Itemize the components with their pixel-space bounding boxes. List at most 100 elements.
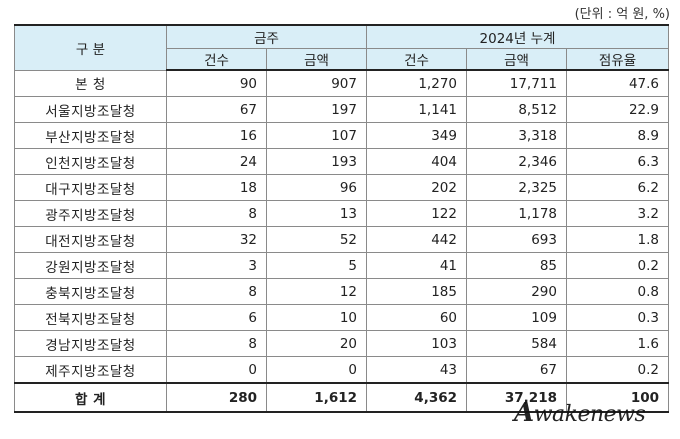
cell-share: 8.9	[566, 122, 669, 149]
cell-name: 대전지방조달청	[14, 226, 167, 253]
awakenews-watermark: Awakenews	[514, 398, 646, 428]
header-cumulative: 2024년 누계	[366, 24, 669, 49]
cell-share: 1.6	[566, 330, 669, 357]
cell-name: 제주지방조달청	[14, 356, 167, 384]
header-category: 구 분	[14, 24, 167, 71]
cell-w-count: 18	[166, 174, 267, 201]
cell-share: 0.2	[566, 356, 669, 384]
cell-share: 22.9	[566, 96, 669, 123]
header-weekly: 금주	[166, 24, 367, 49]
cell-w-amount: 20	[266, 330, 367, 357]
cell-w-amount: 907	[266, 69, 367, 97]
cell-c-count: 404	[366, 148, 467, 175]
table-row: 서울지방조달청 67 197 1,141 8,512 22.9	[14, 96, 669, 123]
cell-c-amount: 8,512	[466, 96, 567, 123]
cell-w-amount: 96	[266, 174, 367, 201]
header-weekly-count: 건수	[166, 48, 267, 71]
table-row: 인천지방조달청 24 193 404 2,346 6.3	[14, 148, 669, 175]
header-cumulative-count: 건수	[366, 48, 467, 71]
cell-share: 6.2	[566, 174, 669, 201]
table-row: 제주지방조달청 0 0 43 67 0.2	[14, 356, 669, 384]
cell-c-amount: 85	[466, 252, 567, 279]
table-row: 전북지방조달청 6 10 60 109 0.3	[14, 304, 669, 331]
cell-w-amount: 10	[266, 304, 367, 331]
cell-name: 본 청	[14, 69, 167, 97]
cell-w-count: 8	[166, 200, 267, 227]
header-share: 점유율	[566, 48, 669, 71]
cell-c-amount: 109	[466, 304, 567, 331]
header-cumulative-amount: 금액	[466, 48, 567, 71]
cell-c-count: 122	[366, 200, 467, 227]
cell-share: 6.3	[566, 148, 669, 175]
cell-share: 1.8	[566, 226, 669, 253]
cell-w-count: 8	[166, 278, 267, 305]
watermark-initial: A	[514, 398, 534, 428]
table-row: 본 청 90 907 1,270 17,711 47.6	[14, 69, 669, 97]
cell-c-amount: 67	[466, 356, 567, 384]
header-weekly-amount: 금액	[266, 48, 367, 71]
cell-share: 0.3	[566, 304, 669, 331]
cell-w-count: 280	[166, 382, 267, 413]
cell-name: 인천지방조달청	[14, 148, 167, 175]
cell-w-count: 67	[166, 96, 267, 123]
cell-c-amount: 3,318	[466, 122, 567, 149]
cell-c-count: 1,141	[366, 96, 467, 123]
cell-c-amount: 290	[466, 278, 567, 305]
cell-w-count: 3	[166, 252, 267, 279]
watermark-rest: wakenews	[533, 402, 646, 427]
cell-c-count: 202	[366, 174, 467, 201]
total-row: 합 계 280 1,612 4,362 37,218 100	[14, 382, 669, 413]
table-row: 경남지방조달청 8 20 103 584 1.6	[14, 330, 669, 357]
table-row: 강원지방조달청 3 5 41 85 0.2	[14, 252, 669, 279]
cell-share: 47.6	[566, 69, 669, 97]
cell-c-amount: 17,711	[466, 69, 567, 97]
cell-w-amount: 197	[266, 96, 367, 123]
cell-name: 부산지방조달청	[14, 122, 167, 149]
cell-w-amount: 107	[266, 122, 367, 149]
cell-c-count: 1,270	[366, 69, 467, 97]
cell-c-amount: 1,178	[466, 200, 567, 227]
cell-w-count: 8	[166, 330, 267, 357]
table-row: 대전지방조달청 32 52 442 693 1.8	[14, 226, 669, 253]
cell-w-amount: 5	[266, 252, 367, 279]
cell-name: 합 계	[14, 382, 167, 413]
cell-w-count: 90	[166, 69, 267, 97]
cell-c-count: 41	[366, 252, 467, 279]
cell-c-count: 103	[366, 330, 467, 357]
cell-c-amount: 693	[466, 226, 567, 253]
cell-w-count: 32	[166, 226, 267, 253]
table-row: 부산지방조달청 16 107 349 3,318 8.9	[14, 122, 669, 149]
cell-c-amount: 2,325	[466, 174, 567, 201]
cell-c-count: 442	[366, 226, 467, 253]
cell-w-amount: 0	[266, 356, 367, 384]
cell-w-count: 24	[166, 148, 267, 175]
cell-name: 강원지방조달청	[14, 252, 167, 279]
cell-name: 광주지방조달청	[14, 200, 167, 227]
cell-w-count: 16	[166, 122, 267, 149]
cell-w-count: 6	[166, 304, 267, 331]
cell-c-count: 185	[366, 278, 467, 305]
unit-note: (단위 : 억 원, %)	[574, 7, 670, 22]
cell-w-amount: 1,612	[266, 382, 367, 413]
cell-c-count: 4,362	[366, 382, 467, 413]
cell-name: 충북지방조달청	[14, 278, 167, 305]
cell-w-amount: 193	[266, 148, 367, 175]
cell-name: 경남지방조달청	[14, 330, 167, 357]
cell-w-amount: 12	[266, 278, 367, 305]
procurement-table: 구 분 금주 2024년 누계 건수 금액 건수 금액 점유율 본 청 90 907…	[14, 24, 669, 413]
cell-w-amount: 52	[266, 226, 367, 253]
table-row: 대구지방조달청 18 96 202 2,325 6.2	[14, 174, 669, 201]
cell-c-count: 43	[366, 356, 467, 384]
cell-name: 전북지방조달청	[14, 304, 167, 331]
cell-c-amount: 584	[466, 330, 567, 357]
cell-name: 대구지방조달청	[14, 174, 167, 201]
cell-share: 3.2	[566, 200, 669, 227]
cell-w-amount: 13	[266, 200, 367, 227]
cell-share: 0.2	[566, 252, 669, 279]
cell-c-count: 60	[366, 304, 467, 331]
table-row: 광주지방조달청 8 13 122 1,178 3.2	[14, 200, 669, 227]
cell-c-count: 349	[366, 122, 467, 149]
table-row: 충북지방조달청 8 12 185 290 0.8	[14, 278, 669, 305]
cell-name: 서울지방조달청	[14, 96, 167, 123]
cell-w-count: 0	[166, 356, 267, 384]
